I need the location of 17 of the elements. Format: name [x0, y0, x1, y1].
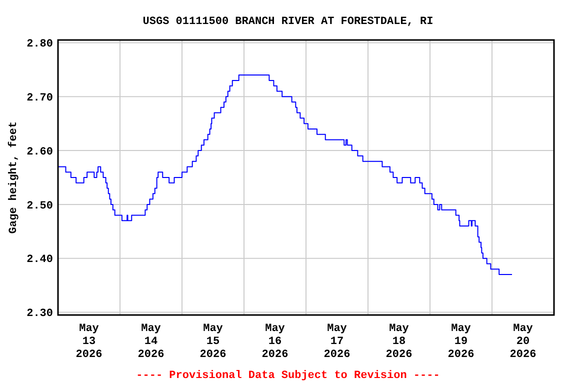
- x-tick-label: May 14 2026: [138, 323, 164, 361]
- x-tick-label: May 16 2026: [262, 323, 288, 361]
- y-tick-label: 2.80: [26, 38, 53, 51]
- y-axis-title: Gage height, feet: [7, 121, 20, 234]
- y-tick-label: 2.60: [26, 146, 53, 158]
- text: ---- Provisional Data Subject to Revision ----: [136, 370, 440, 382]
- x-tick-label: May 19 2026: [448, 323, 474, 361]
- x-tick-label: May 17 2026: [324, 323, 350, 361]
- y-tick-label: 2.30: [26, 308, 53, 320]
- y-tick-label: 2.70: [26, 92, 53, 104]
- y-tick-label: 2.40: [26, 254, 53, 266]
- x-tick-label: May 13 2026: [76, 323, 102, 361]
- x-tick-label: May 20 2026: [510, 323, 536, 361]
- x-tick-label: May 15 2026: [200, 323, 226, 361]
- y-tick-label: 2.50: [26, 200, 53, 212]
- chart-title: USGS 01111500 BRANCH RIVER AT FORESTDALE, RI: [142, 16, 434, 28]
- x-tick-label: May 18 2026: [386, 323, 412, 361]
